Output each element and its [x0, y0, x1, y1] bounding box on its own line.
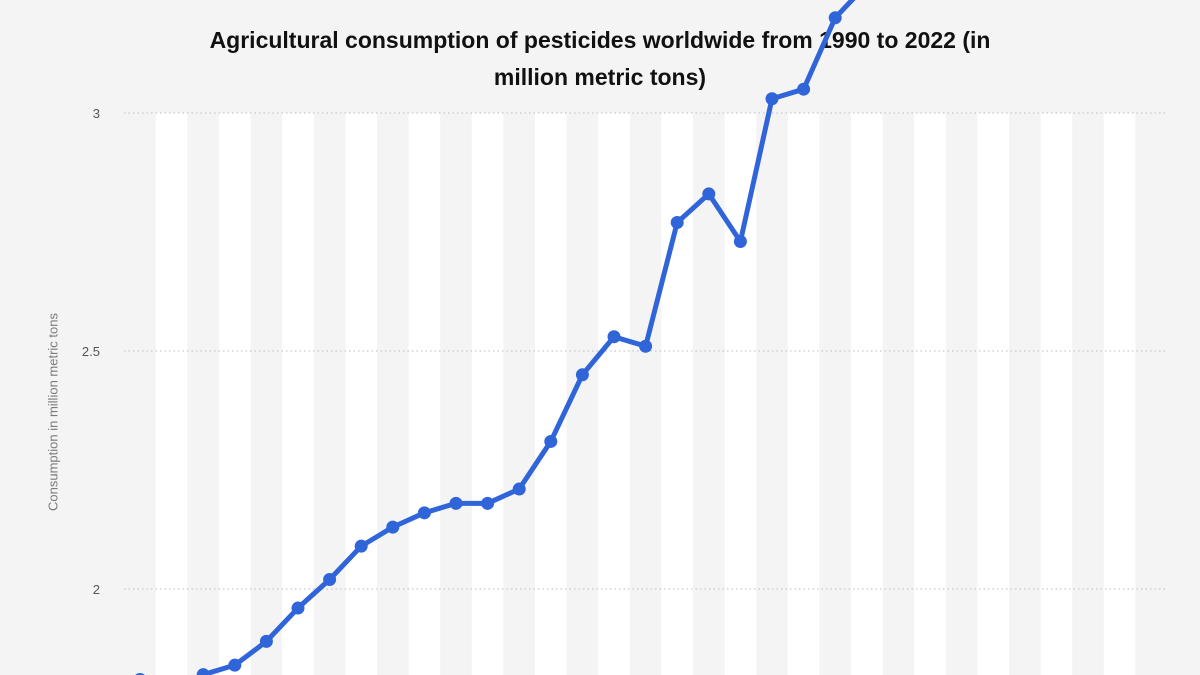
column-band [471, 113, 504, 675]
column-band [724, 113, 757, 675]
data-point-1998[interactable] [386, 520, 400, 534]
data-point-2005[interactable] [607, 330, 621, 344]
column-band [345, 113, 377, 675]
data-point-2001[interactable] [481, 496, 495, 510]
column-bands [155, 113, 1136, 675]
chart-title: Agricultural consumption of pesticides w… [0, 22, 1200, 96]
column-band [787, 113, 820, 675]
series-group [134, 0, 856, 675]
gridlines [124, 112, 1166, 590]
data-point-2000[interactable] [449, 496, 463, 510]
data-point-2009[interactable] [733, 235, 747, 249]
data-point-2004[interactable] [575, 368, 589, 382]
y-tick-label: 2 [93, 582, 100, 597]
data-point-1995[interactable] [291, 601, 305, 615]
column-band [155, 113, 188, 675]
data-point-2006[interactable] [639, 339, 653, 353]
data-point-2002[interactable] [512, 482, 526, 496]
data-point-2008[interactable] [702, 187, 716, 201]
chart-title-line-2: million metric tons) [493, 64, 707, 90]
data-point-1999[interactable] [417, 506, 431, 520]
y-tick-labels: 22.533.54 [82, 106, 100, 597]
data-point-2010[interactable] [765, 92, 779, 106]
chart-title-line-1: Agricultural consumption of pesticides w… [209, 27, 991, 53]
column-band [598, 113, 630, 675]
column-band [977, 113, 1009, 675]
data-point-1996[interactable] [323, 572, 337, 586]
y-tick-label: 3 [93, 106, 100, 121]
column-band [661, 113, 693, 675]
data-point-1990[interactable] [134, 672, 147, 675]
column-band [219, 113, 251, 675]
data-point-1997[interactable] [354, 539, 368, 553]
column-band [914, 113, 946, 675]
column-band [851, 113, 883, 675]
column-band [1040, 113, 1073, 675]
column-band [535, 113, 567, 675]
data-point-1992[interactable] [196, 668, 210, 675]
data-point-2012[interactable] [828, 11, 842, 25]
data-point-1994[interactable] [259, 634, 273, 648]
data-point-2007[interactable] [670, 215, 684, 229]
data-point-2003[interactable] [544, 434, 558, 448]
data-point-2011[interactable] [797, 82, 811, 96]
column-band [408, 113, 441, 675]
column-band [282, 113, 314, 675]
column-band [1103, 113, 1136, 675]
y-tick-label: 2.5 [82, 344, 100, 359]
data-point-1993[interactable] [228, 658, 242, 672]
